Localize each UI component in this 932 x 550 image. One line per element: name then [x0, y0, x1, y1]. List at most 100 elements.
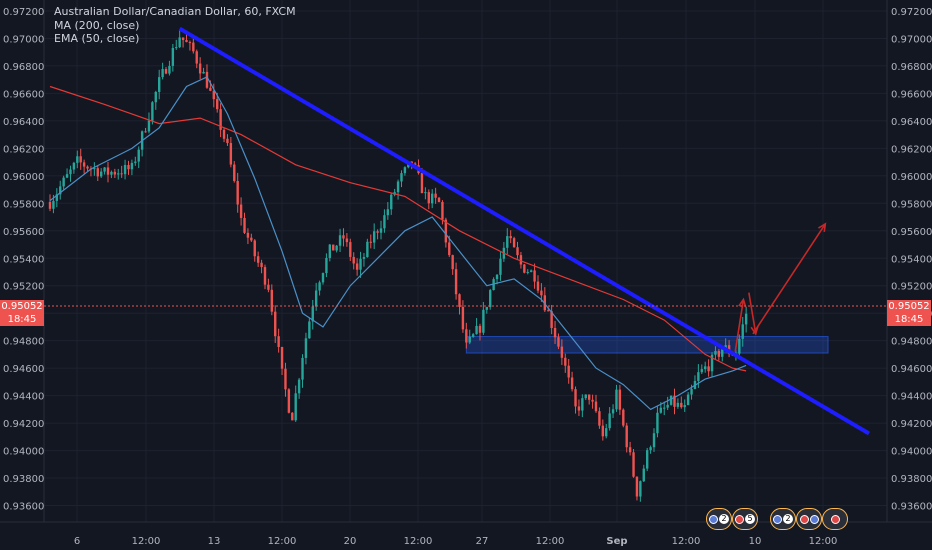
candle-body: [229, 143, 233, 165]
event-flag-icon[interactable]: 5: [732, 508, 758, 530]
candle-body: [618, 389, 622, 410]
candle-body: [345, 238, 349, 243]
candles-layer: [48, 30, 748, 502]
candle-body: [700, 369, 703, 373]
australia-flag-icon: [809, 514, 819, 524]
candle-body: [420, 173, 424, 194]
candle-body: [355, 263, 359, 270]
candle-body: [352, 256, 355, 264]
candle-body: [410, 161, 413, 164]
candle-body: [372, 231, 376, 243]
candle-body: [714, 350, 717, 355]
candle-body: [270, 289, 274, 312]
candle-body: [478, 325, 482, 333]
candle-body: [332, 244, 335, 251]
event-flag-icon[interactable]: [822, 508, 848, 530]
candle-body: [164, 69, 168, 74]
candle-body: [673, 395, 676, 407]
candle-body: [308, 321, 311, 339]
candle-body: [110, 171, 113, 175]
candle-body: [342, 235, 345, 239]
candle-body: [59, 186, 62, 195]
candle-body: [601, 425, 605, 437]
candle-body: [506, 236, 509, 248]
economic-events-group-1[interactable]: 2 5: [706, 508, 758, 530]
candle-body: [690, 388, 693, 395]
candle-body: [366, 241, 369, 258]
chart-grid: [44, 0, 887, 522]
candle-body: [550, 311, 553, 328]
candle-body: [127, 165, 130, 170]
candle-body: [48, 201, 52, 209]
candle-body: [584, 394, 587, 399]
candle-body: [386, 209, 390, 216]
legend-symbol: Australian Dollar/Canadian Dollar, 60, F…: [54, 5, 296, 18]
candle-body: [175, 47, 178, 49]
candle-body: [489, 290, 492, 308]
candle-body: [321, 273, 325, 283]
candle-body: [499, 258, 502, 275]
event-flag-icon[interactable]: [796, 508, 822, 530]
y-tick-label-left: 0.93800: [3, 474, 44, 485]
candle-body: [744, 313, 748, 325]
candle-body: [659, 407, 663, 413]
candle-body: [663, 407, 666, 409]
candle-body: [168, 65, 171, 74]
y-tick-label-left: 0.94400: [3, 392, 44, 403]
candle-body: [287, 389, 291, 413]
candle-body: [710, 354, 714, 372]
candle-body: [594, 401, 598, 412]
y-tick-label-right: 0.96600: [891, 89, 932, 100]
y-tick-label-right: 0.94200: [891, 419, 932, 430]
y-tick-label-left: 0.94600: [3, 364, 44, 375]
y-tick-label-right: 0.95800: [891, 199, 932, 210]
candle-body: [649, 447, 652, 451]
candle-body: [82, 162, 86, 167]
x-tick-label: 27: [476, 536, 489, 547]
candle-body: [335, 245, 338, 251]
candle-body: [154, 91, 157, 103]
candle-body: [543, 295, 547, 311]
candle-body: [383, 215, 386, 229]
x-tick-label: 20: [344, 536, 357, 547]
y-tick-label-left: 0.94000: [3, 447, 44, 458]
candle-body: [181, 37, 185, 40]
y-tick-label-right: 0.94000: [891, 447, 932, 458]
candle-body: [611, 409, 615, 414]
candle-body: [294, 393, 297, 421]
candle-body: [529, 270, 533, 272]
candle-body: [396, 181, 400, 193]
candle-body: [99, 171, 103, 177]
event-flag-icon[interactable]: 2: [706, 508, 732, 530]
candle-body: [198, 63, 202, 74]
candle-body: [697, 372, 700, 381]
candle-body: [738, 338, 741, 354]
ema50-line: [49, 76, 747, 411]
arrow-head-icon: [738, 297, 747, 308]
legend-ema50: EMA (50, close): [54, 32, 140, 45]
candle-body: [461, 306, 465, 330]
candle-body: [652, 433, 656, 448]
candle-body: [123, 165, 127, 175]
event-count: 2: [719, 514, 729, 524]
candle-body: [605, 428, 608, 437]
candle-body: [639, 481, 642, 497]
candle-body: [69, 169, 72, 175]
y-tick-label-right: 0.97200: [891, 7, 932, 18]
candle-body: [236, 180, 239, 205]
candle-body: [471, 334, 475, 337]
y-tick-label-right: 0.96000: [891, 172, 932, 183]
candle-body: [369, 241, 372, 243]
y-tick-label-right: 0.94600: [891, 364, 932, 375]
economic-events-group-2[interactable]: 2: [770, 508, 848, 530]
projection-arrow: [748, 292, 757, 334]
trendline-layer[interactable]: [178, 26, 871, 436]
event-flag-icon[interactable]: 2: [770, 508, 796, 530]
y-tick-label-left: 0.96600: [3, 89, 44, 100]
y-tick-label-right: 0.93600: [891, 502, 932, 513]
y-tick-label-left: 0.97200: [3, 7, 44, 18]
candle-body: [253, 240, 256, 257]
ma200-line: [49, 85, 747, 372]
candle-body: [642, 468, 645, 482]
